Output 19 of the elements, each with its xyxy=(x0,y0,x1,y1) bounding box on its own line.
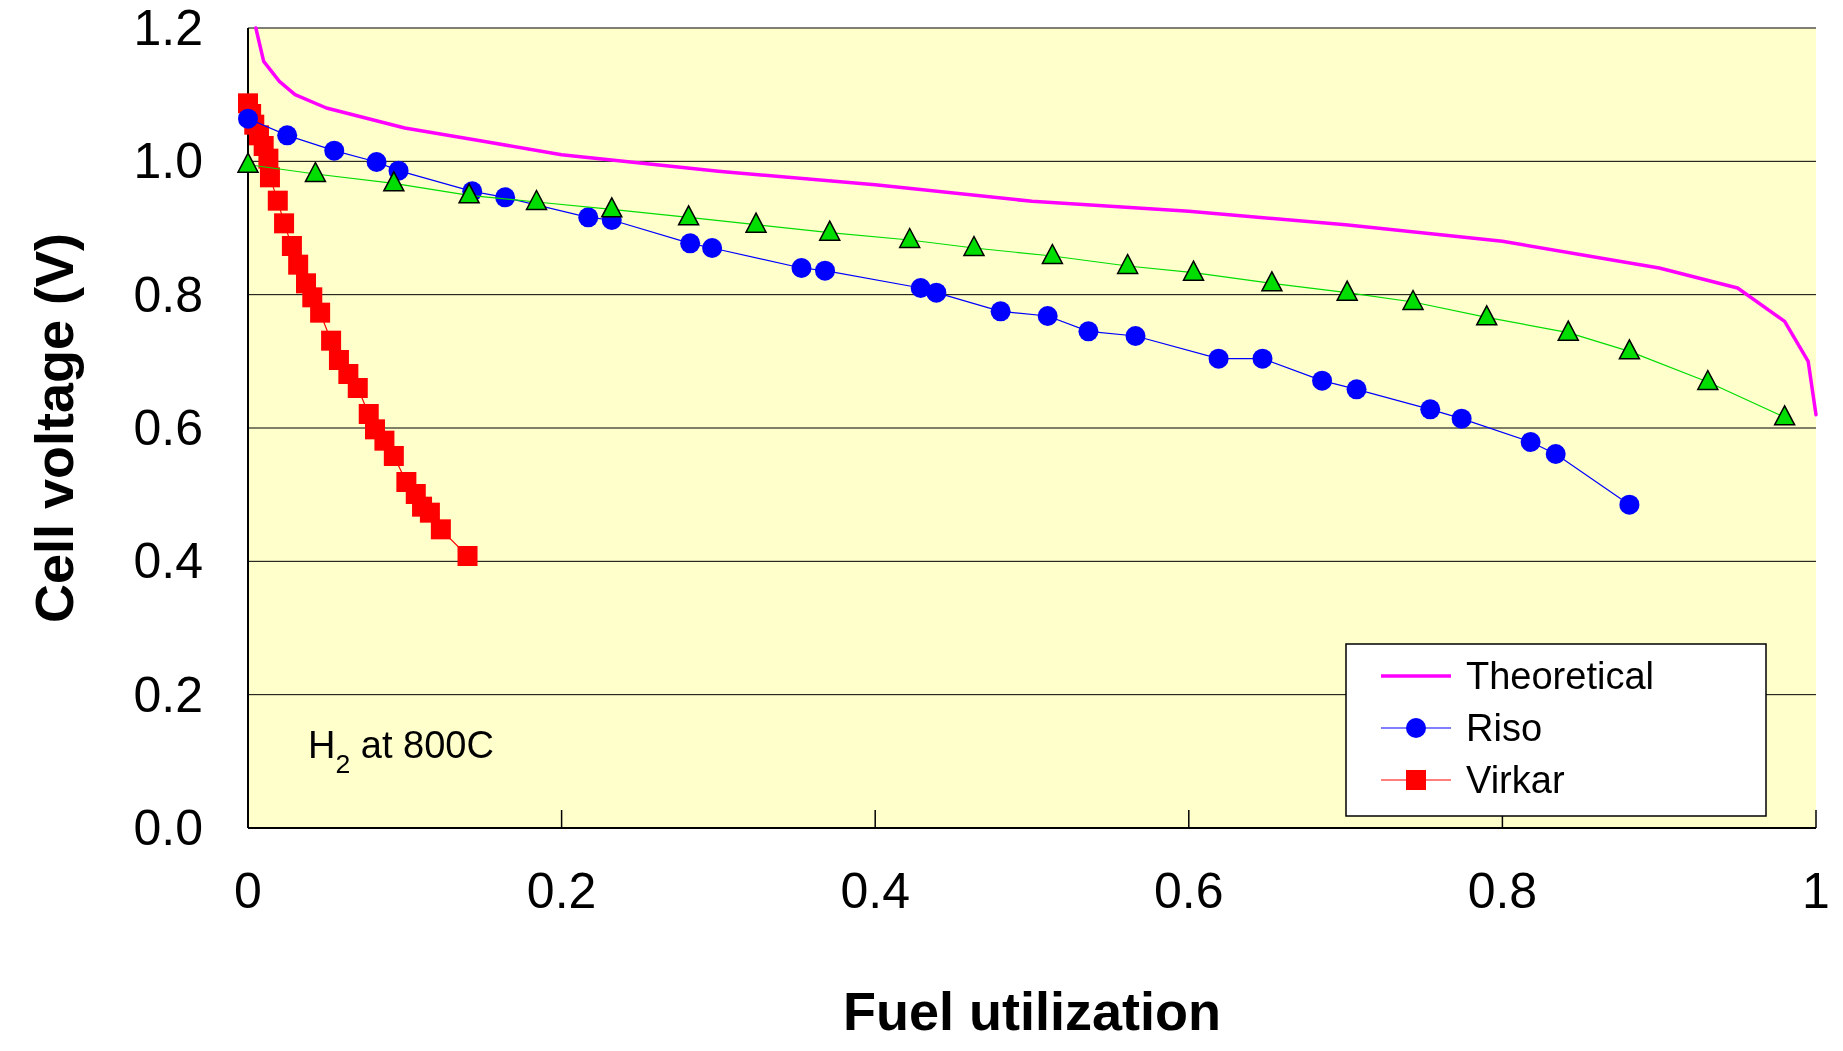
x-axis-title: Fuel utilization xyxy=(843,981,1221,1041)
legend-label: Riso xyxy=(1466,707,1543,749)
y-tick-label: 0.8 xyxy=(133,266,203,323)
x-tick-label: 0.6 xyxy=(1154,863,1224,919)
y-tick-label: 0.2 xyxy=(133,666,203,723)
y-tick-label: 1.0 xyxy=(133,133,203,190)
x-tick-label: 0 xyxy=(234,863,262,919)
x-tick-label: 0.4 xyxy=(840,863,910,919)
y-axis-title: Cell voltage (V) xyxy=(24,232,84,624)
x-tick-label: 0.2 xyxy=(526,863,597,919)
legend-label: Theoretical xyxy=(1466,655,1654,697)
legend-label: Virkar xyxy=(1466,759,1565,801)
x-tick-label: 0.8 xyxy=(1467,863,1538,919)
y-tick-label: 0.0 xyxy=(133,800,203,856)
y-tick-label: 1.2 xyxy=(133,0,203,56)
annotation: H$_{2}$ at 800C xyxy=(308,724,494,779)
y-tick-label: 0.6 xyxy=(133,400,203,456)
x-tick-label: 1 xyxy=(1802,863,1830,919)
y-tick-label: 0.4 xyxy=(133,533,203,590)
